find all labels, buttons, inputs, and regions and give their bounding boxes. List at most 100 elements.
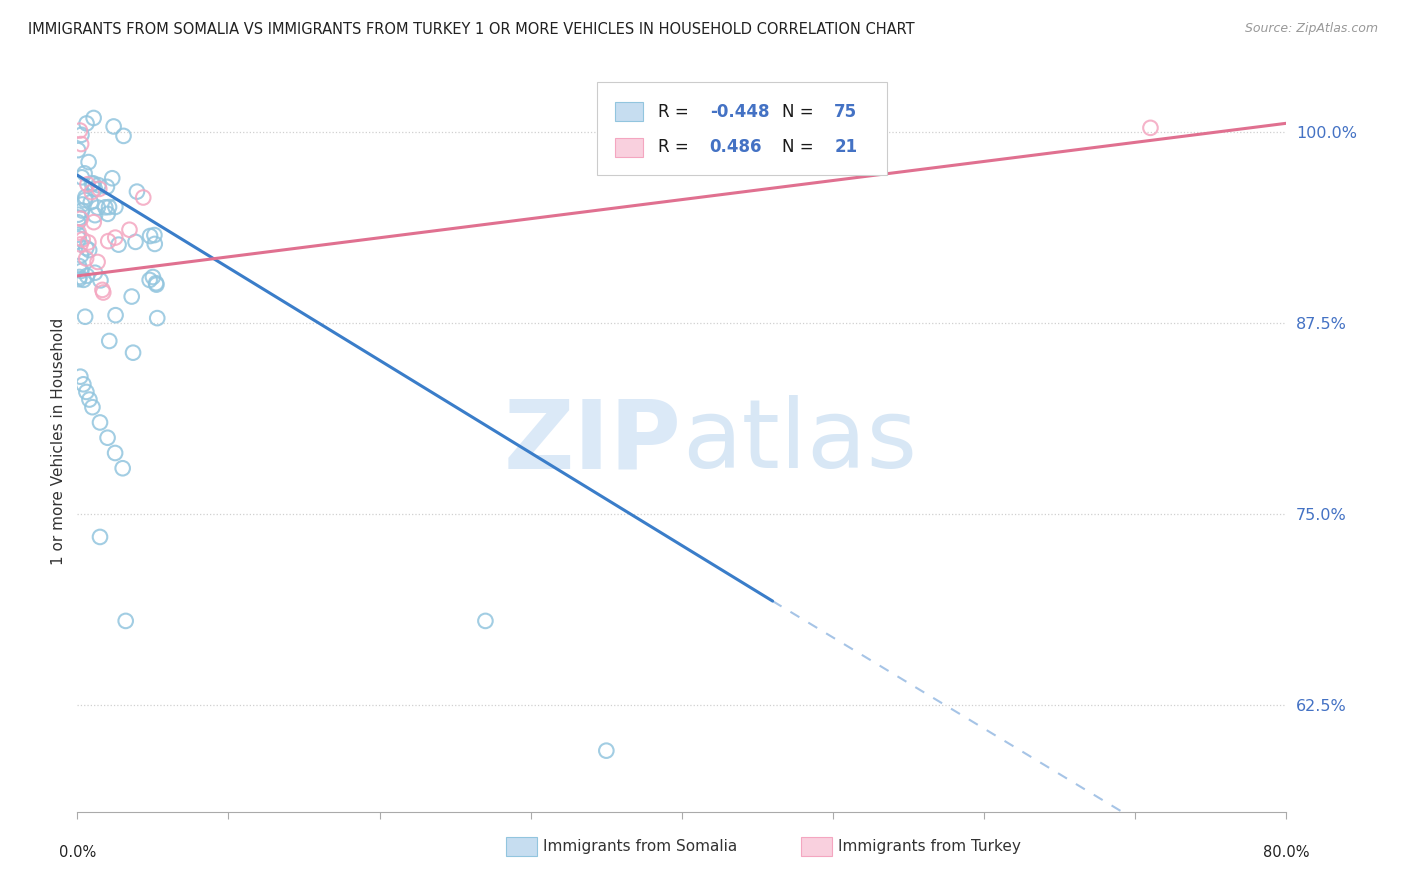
Point [69, 123, 91, 137]
Point [146, 311, 169, 326]
Point [67, 259, 90, 273]
Text: R =: R = [658, 138, 699, 156]
Point [474, 614, 496, 628]
Text: 21: 21 [834, 138, 858, 156]
Text: -0.448: -0.448 [710, 103, 769, 120]
Point [79, 392, 101, 407]
Point [118, 223, 141, 237]
Point [145, 276, 167, 290]
Point [89, 182, 111, 196]
Point [72, 273, 94, 287]
Point [125, 185, 148, 199]
Text: ZIP: ZIP [503, 395, 682, 488]
Point [122, 345, 145, 359]
Point [72, 197, 94, 211]
Point [132, 190, 155, 204]
Point [67, 227, 90, 242]
Point [82, 177, 104, 191]
Point [70, 203, 93, 218]
Point [142, 270, 165, 285]
Point [143, 236, 166, 251]
Point [86, 255, 108, 269]
Point [75, 241, 97, 255]
Text: N =: N = [782, 138, 820, 156]
Text: 75: 75 [834, 103, 858, 120]
Text: R =: R = [658, 103, 693, 120]
Point [111, 461, 134, 475]
Point [104, 200, 127, 214]
Point [83, 215, 105, 229]
Point [70, 136, 93, 151]
Point [75, 252, 97, 266]
Text: Source: ZipAtlas.com: Source: ZipAtlas.com [1244, 22, 1378, 36]
Point [80, 177, 103, 191]
Text: Immigrants from Somalia: Immigrants from Somalia [543, 839, 737, 854]
Point [70, 248, 93, 262]
Text: IMMIGRANTS FROM SOMALIA VS IMMIGRANTS FROM TURKEY 1 OR MORE VEHICLES IN HOUSEHOL: IMMIGRANTS FROM SOMALIA VS IMMIGRANTS FR… [28, 22, 915, 37]
Point [67, 272, 90, 286]
Point [75, 310, 97, 324]
Point [98, 200, 121, 214]
Point [77, 155, 100, 169]
Point [84, 266, 107, 280]
Point [77, 235, 100, 250]
Point [73, 166, 96, 180]
Point [70, 264, 93, 278]
Point [80, 185, 103, 199]
Point [76, 116, 98, 130]
Point [83, 182, 105, 196]
Point [97, 234, 120, 248]
Point [83, 111, 105, 125]
Point [75, 384, 97, 399]
Point [104, 446, 127, 460]
Point [76, 178, 98, 192]
Point [69, 369, 91, 384]
Point [72, 377, 94, 392]
Point [1139, 120, 1161, 135]
Text: 80.0%: 80.0% [1263, 845, 1310, 860]
Point [107, 237, 129, 252]
Point [121, 289, 143, 303]
Point [69, 270, 91, 285]
Point [139, 229, 162, 244]
Point [114, 614, 136, 628]
Point [76, 268, 98, 283]
Text: 0.486: 0.486 [710, 138, 762, 156]
Point [67, 211, 90, 225]
Text: atlas: atlas [682, 395, 917, 488]
Point [104, 308, 127, 322]
Point [69, 237, 91, 252]
Point [89, 530, 111, 544]
Point [67, 143, 90, 157]
Text: 0.0%: 0.0% [59, 845, 96, 860]
Point [69, 211, 91, 226]
Point [72, 232, 94, 246]
Point [91, 283, 114, 297]
Point [67, 226, 90, 240]
Point [87, 201, 110, 215]
Point [91, 285, 114, 300]
Point [97, 207, 120, 221]
FancyBboxPatch shape [598, 82, 887, 175]
Point [104, 230, 127, 244]
Point [98, 334, 121, 348]
Point [138, 273, 160, 287]
Text: N =: N = [782, 103, 820, 120]
Point [77, 243, 100, 257]
Point [595, 744, 617, 758]
Point [96, 431, 118, 445]
Point [143, 228, 166, 243]
Point [82, 400, 104, 414]
FancyBboxPatch shape [616, 103, 643, 121]
Point [124, 235, 146, 249]
Point [145, 277, 167, 292]
Point [89, 416, 111, 430]
Point [73, 193, 96, 207]
Point [67, 215, 90, 229]
Point [75, 190, 97, 204]
Text: Immigrants from Turkey: Immigrants from Turkey [838, 839, 1021, 854]
Point [94, 200, 117, 214]
Point [84, 208, 107, 222]
Point [67, 231, 90, 245]
Point [101, 171, 124, 186]
